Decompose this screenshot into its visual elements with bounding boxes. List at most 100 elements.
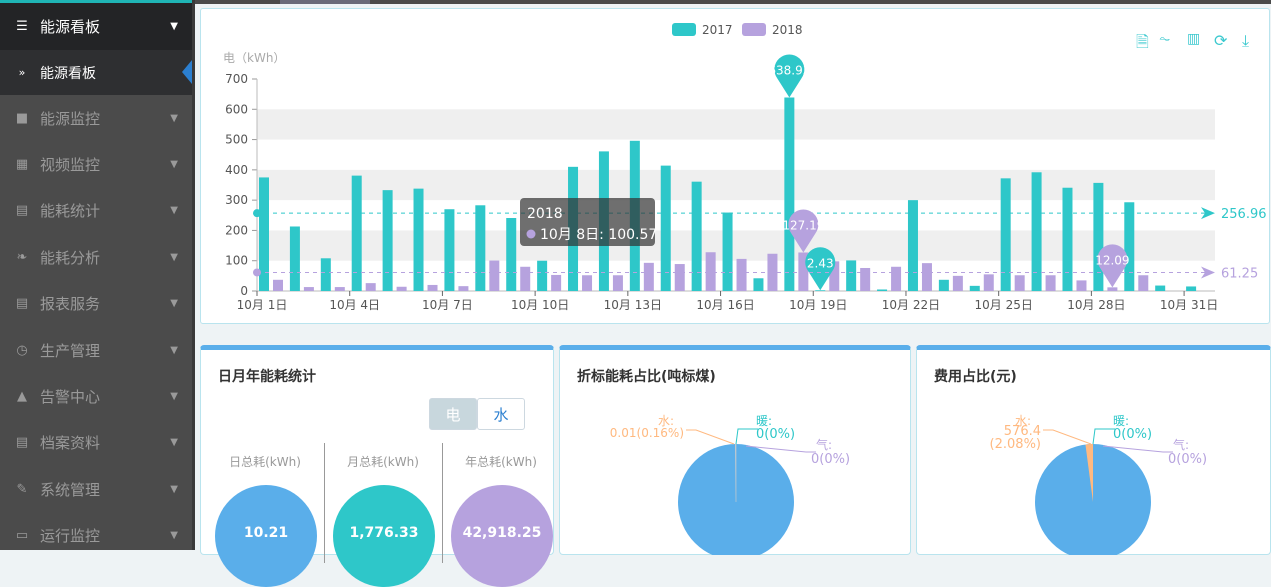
sidebar-item[interactable]: ▲ 告警中心 ▼ — [0, 373, 192, 419]
sidebar-subitem-dashboard[interactable]: » 能源看板 — [0, 50, 192, 95]
archive-icon: ▤ — [15, 435, 29, 451]
sidebar-item-label: 报表服务 — [40, 295, 101, 314]
tooltip: 2018 10月 8日: 100.57 — [520, 198, 657, 246]
bar-2017 — [784, 97, 795, 291]
gas-label: 气: — [816, 437, 832, 452]
sidebar-item-label: 能耗统计 — [40, 202, 101, 221]
sidebar-item[interactable]: ▤ 能耗统计 ▼ — [0, 188, 192, 234]
mark-point-label: 638.93 — [768, 63, 810, 77]
chevron-down-icon: ▼ — [170, 530, 178, 542]
bar-2018 — [303, 287, 314, 291]
gas-value: 0(0%) — [811, 452, 850, 467]
divider — [442, 443, 443, 563]
bar-2018 — [489, 260, 500, 291]
pie-chart: 水:0.01(0.16%)暖:0(0%)气:0(0%) — [610, 414, 850, 555]
heat-label: 暖: — [1113, 414, 1129, 428]
monitor-icon: ▭ — [15, 528, 29, 544]
sidebar-item[interactable]: ❧ 能耗分析 ▼ — [0, 234, 192, 280]
data-view-icon[interactable]: 🗎 — [1136, 32, 1149, 51]
refresh-icon[interactable]: ⟳ — [1214, 31, 1228, 50]
sidebar-item[interactable]: ▤ 档案资料 ▼ — [0, 420, 192, 466]
bar-2018 — [829, 261, 840, 291]
sidebar-item[interactable]: ◷ 生产管理 ▼ — [0, 327, 192, 373]
x-tick-label: 10月 4日 — [329, 298, 380, 312]
bar-2017 — [1031, 172, 1042, 291]
bar-2018 — [334, 287, 345, 291]
water-value: 576.4 — [1004, 424, 1041, 439]
x-tick-label: 10月 28日 — [1067, 298, 1125, 312]
average-label: 256.96 — [1221, 207, 1267, 222]
electricity-button[interactable]: 电 — [429, 398, 477, 430]
download-icon[interactable]: ⤓ — [1242, 31, 1250, 50]
water-label: 水: — [658, 414, 674, 428]
stat-value: 1,776.33 — [333, 485, 435, 587]
heat-label: 暖: — [756, 414, 772, 428]
bar-2017 — [938, 279, 949, 291]
chevron-down-icon: ▼ — [170, 21, 178, 32]
bar-2017 — [289, 226, 300, 291]
divider — [324, 443, 325, 563]
bar-2017 — [475, 205, 486, 291]
wrench-icon: ✎ — [16, 481, 28, 497]
sidebar-item[interactable]: ▦ 视频监控 ▼ — [0, 141, 192, 187]
bar-chart: 电（kWh） 0 100 200 300 400 500 600 700 10月 1日 10月 4日… — [223, 23, 1267, 312]
bar-2017 — [1000, 178, 1011, 291]
sidebar-item[interactable]: ▤ 报表服务 ▼ — [0, 281, 192, 327]
bar-2017 — [382, 190, 393, 291]
sidebar-item-label: 能源监控 — [40, 109, 101, 128]
x-tick-label: 10月 25日 — [974, 298, 1032, 312]
y-tick-label: 700 — [225, 72, 248, 86]
sidebar-group-dashboard[interactable]: ☰ 能源看板 ▼ — [0, 3, 192, 50]
y-axis-label: 电（kWh） — [223, 51, 285, 65]
panel-title: 日月年能耗统计 — [218, 369, 316, 385]
legend-item: 2017 — [702, 23, 733, 37]
y-tick-label: 300 — [225, 193, 248, 207]
line-chart-icon[interactable]: ⏦ — [1159, 31, 1171, 47]
bell-icon: ▲ — [17, 389, 27, 405]
label-line — [745, 445, 816, 453]
bar-2017 — [1062, 187, 1073, 291]
panel-title: 费用占比(元) — [934, 369, 1017, 385]
bar-2017 — [351, 175, 362, 291]
heat-value: 0(0%) — [756, 427, 795, 442]
chevron-down-icon: ▼ — [170, 437, 178, 449]
legend-swatch — [672, 23, 696, 36]
sidebar-item-label: 档案资料 — [40, 434, 101, 453]
sidebar-item[interactable]: ■ 能源监控 ▼ — [0, 95, 192, 141]
bar-2017 — [691, 181, 702, 291]
table-icon: ▤ — [15, 296, 29, 312]
double-chevron-icon: » — [18, 66, 26, 79]
stat-label: 月总耗(kWh) — [347, 455, 419, 469]
chevron-down-icon: ▼ — [170, 298, 178, 310]
tooltip-text: 10月 8日: 100.57 — [540, 227, 657, 243]
bar-2018 — [643, 262, 654, 291]
water-button[interactable]: 水 — [477, 398, 525, 430]
film-icon: ▦ — [15, 157, 29, 173]
mark-point-label: 127.19 — [782, 218, 824, 232]
y-tick-label: 600 — [225, 102, 248, 116]
water-label: 水: — [1015, 414, 1031, 428]
sidebar-item-label: 系统管理 — [40, 480, 101, 499]
pie-slice-water — [735, 443, 737, 503]
water-percent: (2.08%) — [990, 437, 1041, 452]
sidebar-item[interactable]: ▭ 运行监控 ▼ — [0, 513, 192, 559]
bar-2017 — [907, 200, 918, 291]
x-tick-label: 10月 13日 — [604, 298, 662, 312]
bar-2018 — [458, 286, 469, 291]
video-camera-icon: ■ — [15, 110, 29, 126]
bar-2017 — [259, 177, 269, 291]
bar-chart-icon[interactable]: ▥ — [1187, 31, 1201, 47]
bar-2018 — [1076, 280, 1087, 291]
average-start-dot — [253, 209, 261, 218]
chevron-down-icon: ▼ — [170, 205, 178, 217]
bar-2017 — [815, 290, 826, 291]
sidebar-item[interactable]: ✎ 系统管理 ▼ — [0, 466, 192, 512]
label-line — [1043, 429, 1092, 445]
label-line — [1092, 428, 1115, 445]
heat-value: 0(0%) — [1113, 427, 1152, 442]
stat-label: 年总耗(kWh) — [465, 455, 537, 469]
bar-2018 — [921, 263, 932, 291]
bar-2017 — [660, 165, 671, 291]
arrow-icon — [1201, 266, 1215, 279]
x-tick-label: 10月 22日 — [882, 298, 940, 312]
